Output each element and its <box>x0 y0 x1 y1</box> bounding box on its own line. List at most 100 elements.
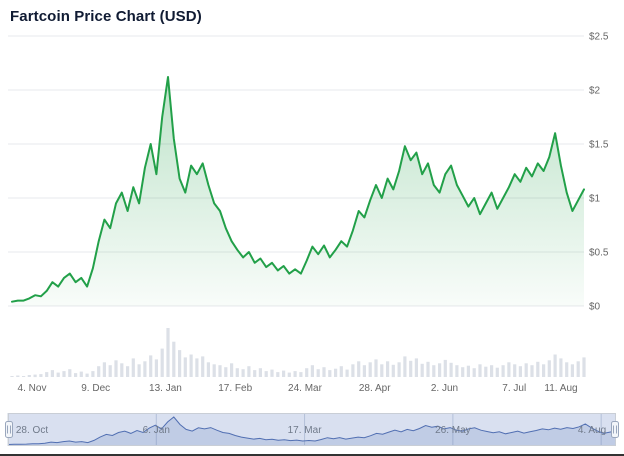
volume-bar <box>507 362 511 377</box>
y-axis-label: $0.5 <box>589 248 609 259</box>
volume-bar <box>22 376 26 377</box>
x-axis-label: 9. Dec <box>81 383 110 394</box>
volume-bar <box>490 365 494 377</box>
navigator: 28. Oct 6. Jan 17. Mar 26. May 4. Aug <box>5 413 619 446</box>
volume-bar <box>160 348 164 377</box>
navigator-selected-range[interactable] <box>8 413 616 446</box>
navigator-area-fill <box>8 417 616 445</box>
volume-bar <box>264 371 268 377</box>
x-axis-labels: 4. Nov 9. Dec 13. Jan 17. Feb 24. Mar 28. Apr… <box>18 383 578 394</box>
volume-bar <box>143 361 147 377</box>
y-axis-label: $2 <box>589 86 601 97</box>
volume-bar <box>547 360 551 377</box>
volume-bar <box>328 370 332 377</box>
volume-bar <box>553 354 557 377</box>
volume-bar <box>362 365 366 377</box>
volume-bar <box>322 367 326 377</box>
volume-bar <box>357 361 361 377</box>
volume-bar <box>484 366 488 377</box>
volume-bar <box>102 362 106 377</box>
navigator-labels: 28. Oct 6. Jan 17. Mar 26. May 4. Aug <box>16 425 606 436</box>
volume-bar <box>409 360 413 377</box>
volume-bar <box>351 364 355 377</box>
volume-bar <box>154 359 158 377</box>
volume-bar <box>50 370 54 377</box>
volume-bar <box>426 361 430 377</box>
volume-bar <box>97 366 101 377</box>
volume-bar <box>114 360 118 377</box>
volume-bar <box>455 365 459 377</box>
navigator-label: 17. Mar <box>288 425 323 436</box>
volume-bar <box>518 366 522 377</box>
volume-bars <box>10 328 586 378</box>
volume-bar <box>391 364 395 378</box>
volume-bar <box>536 361 540 377</box>
volume-bar <box>10 376 14 377</box>
volume-bar <box>270 369 274 377</box>
volume-bar <box>299 372 303 377</box>
price-area-fill <box>12 77 584 306</box>
x-axis-label: 28. Apr <box>359 383 391 394</box>
volume-bar <box>68 369 72 377</box>
volume-bar <box>62 371 66 377</box>
chart-title: Fartcoin Price Chart (USD) <box>10 8 202 25</box>
volume-bar <box>195 358 199 377</box>
volume-bar <box>414 358 418 377</box>
volume-bar <box>126 366 130 377</box>
volume-bar <box>258 368 262 377</box>
volume-bar <box>478 364 482 377</box>
volume-bar <box>39 374 43 377</box>
volume-bar <box>386 361 390 377</box>
volume-bar <box>565 362 569 377</box>
navigator-handle-left[interactable] <box>5 421 13 438</box>
volume-bar <box>542 364 546 377</box>
volume-bar <box>403 356 407 377</box>
navigator-label: 28. Oct <box>16 425 48 436</box>
volume-bar <box>45 372 49 377</box>
volume-bar <box>316 369 320 377</box>
x-axis-label: 17. Feb <box>218 383 252 394</box>
volume-bar <box>368 362 372 377</box>
volume-bar <box>530 365 534 377</box>
volume-bar <box>334 368 338 377</box>
volume-bar <box>108 365 112 377</box>
x-axis-label: 13. Jan <box>149 383 182 394</box>
volume-bar <box>466 365 470 377</box>
volume-bar <box>293 371 297 377</box>
volume-bar <box>212 364 216 377</box>
volume-bar <box>247 366 251 377</box>
y-axis-label: $2.5 <box>589 32 609 43</box>
volume-bar <box>253 370 257 377</box>
navigator-label: 6. Jan <box>143 425 170 436</box>
volume-bar <box>91 371 95 377</box>
volume-bar <box>472 368 476 377</box>
volume-bar <box>189 354 193 377</box>
volume-bar <box>201 356 205 377</box>
volume-bar <box>241 369 245 377</box>
volume-bar <box>339 366 343 377</box>
volume-bar <box>287 372 291 377</box>
volume-bar <box>449 362 453 377</box>
x-axis-label: 7. Jul <box>502 383 526 394</box>
y-axis-label: $0 <box>589 302 601 313</box>
volume-bar <box>27 375 31 377</box>
navigator-label: 26. May <box>435 425 471 436</box>
volume-bar <box>131 358 135 377</box>
volume-bar <box>282 370 286 377</box>
navigator-series-line <box>7 416 617 445</box>
y-axis-labels: $0 $0.5 $1 $1.5 $2 $2.5 <box>589 32 609 313</box>
volume-bar <box>305 368 309 377</box>
y-axis-label: $1.5 <box>589 140 609 151</box>
volume-bar <box>570 364 574 377</box>
volume-bar <box>56 372 60 377</box>
x-axis-label: 24. Mar <box>288 383 323 394</box>
navigator-handle-right[interactable] <box>611 421 619 438</box>
x-axis-label: 2. Jun <box>431 383 458 394</box>
volume-bar <box>524 363 528 377</box>
plot-area[interactable] <box>12 36 584 306</box>
volume-bar <box>224 367 228 377</box>
volume-bar <box>374 359 378 377</box>
volume-bar <box>172 341 176 377</box>
